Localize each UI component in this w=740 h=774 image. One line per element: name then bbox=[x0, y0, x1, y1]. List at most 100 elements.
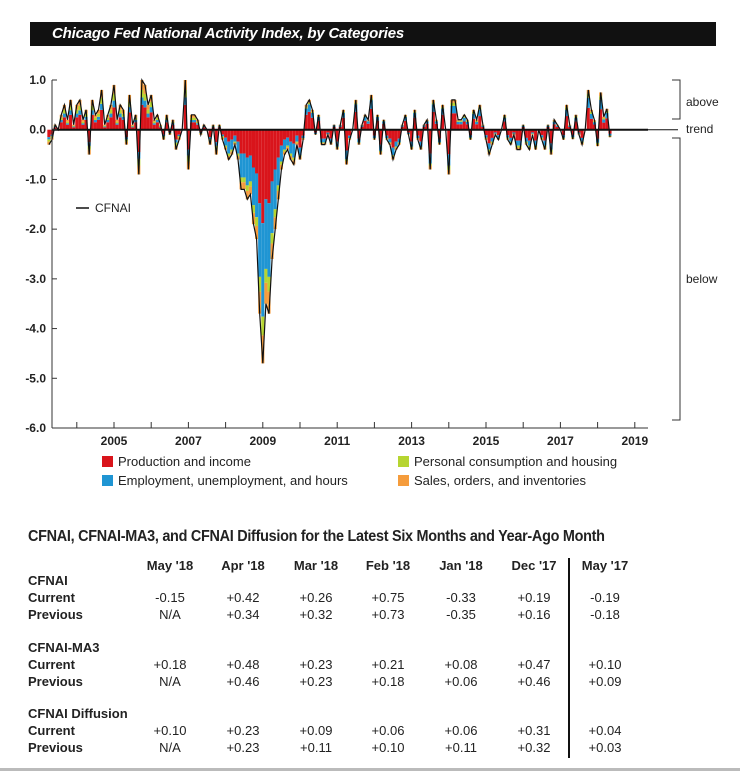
bar-segment bbox=[599, 99, 603, 110]
bar-segment bbox=[267, 276, 271, 292]
bar-segment bbox=[177, 134, 181, 137]
legend-label: Sales, orders, and inventories bbox=[414, 473, 586, 488]
bar-segment bbox=[146, 113, 150, 118]
x-tick-label: 2017 bbox=[547, 434, 574, 448]
bar-segment bbox=[93, 117, 97, 121]
bar-segment bbox=[239, 129, 243, 154]
bar-segment bbox=[369, 108, 373, 130]
table-cell: -0.18 bbox=[590, 607, 620, 622]
bar-segment bbox=[487, 143, 491, 150]
bar-segment bbox=[127, 107, 132, 113]
bar-segment bbox=[127, 112, 132, 130]
bar-segment bbox=[273, 209, 277, 218]
bar-segment bbox=[267, 203, 271, 277]
bar-segment bbox=[233, 141, 237, 143]
line-legend-label: CFNAI bbox=[95, 201, 131, 215]
bar-segment bbox=[589, 118, 593, 130]
bar-segment bbox=[586, 107, 590, 130]
column-divider bbox=[568, 558, 570, 758]
bar-segment bbox=[310, 117, 314, 130]
label-above: above bbox=[686, 95, 719, 109]
bar-segment bbox=[490, 141, 494, 144]
bar-segment bbox=[115, 119, 119, 122]
bar-segment bbox=[571, 129, 575, 135]
bar-segment bbox=[348, 135, 352, 139]
bar-segment bbox=[174, 139, 178, 143]
bar-segment bbox=[403, 117, 407, 121]
section-label: CFNAI-MA3 bbox=[28, 640, 100, 655]
table-cell: +0.06 bbox=[371, 723, 405, 738]
bar-segment bbox=[255, 225, 259, 240]
bar-segment bbox=[465, 124, 469, 130]
row-label: Previous bbox=[28, 740, 83, 755]
bar-segment bbox=[484, 129, 488, 136]
bar-segment bbox=[75, 113, 79, 118]
bar-segment bbox=[530, 132, 535, 134]
bar-segment bbox=[307, 111, 311, 130]
bar-segment bbox=[447, 129, 451, 155]
bar-segment bbox=[75, 117, 79, 130]
bar-segment bbox=[202, 127, 206, 130]
bar-segment bbox=[62, 113, 66, 118]
bar-segment bbox=[146, 104, 150, 110]
bar-segment bbox=[193, 120, 197, 123]
table-cell: +0.16 bbox=[517, 607, 551, 622]
bar-segment bbox=[462, 117, 466, 122]
bar-segment bbox=[552, 124, 556, 130]
bar-segment bbox=[103, 124, 107, 126]
bar-segment bbox=[540, 129, 544, 136]
bar-segment bbox=[109, 117, 113, 130]
bar-segment bbox=[382, 123, 386, 130]
bar-segment bbox=[586, 97, 590, 108]
y-tick-label: -2.0 bbox=[25, 222, 46, 236]
bar-segment bbox=[93, 122, 97, 130]
bar-segment bbox=[273, 169, 277, 210]
bar-segment bbox=[478, 116, 482, 130]
bar-segment bbox=[208, 137, 212, 140]
bar-segment bbox=[456, 121, 460, 125]
bar-segment bbox=[96, 109, 101, 114]
bar-segment bbox=[602, 119, 606, 123]
bar-segment bbox=[524, 129, 528, 138]
bar-segment bbox=[193, 122, 197, 130]
bar-segment bbox=[106, 117, 110, 121]
bar-segment bbox=[487, 129, 491, 144]
bar-segment bbox=[456, 120, 460, 122]
bar-segment bbox=[103, 125, 107, 127]
bar-segment bbox=[239, 153, 243, 178]
bar-segment bbox=[248, 129, 252, 156]
bar-segment bbox=[220, 134, 225, 137]
bar-segment bbox=[391, 155, 395, 157]
bar-segment bbox=[165, 120, 169, 123]
bar-segment bbox=[242, 177, 246, 183]
bar-segment bbox=[47, 129, 51, 138]
bar-segment bbox=[177, 136, 181, 138]
bar-segment bbox=[81, 123, 85, 125]
bar-segment bbox=[304, 108, 308, 115]
x-tick-label: 2019 bbox=[621, 434, 648, 448]
bar-segment bbox=[419, 141, 423, 147]
bar-segment bbox=[227, 141, 231, 154]
bracket-above bbox=[672, 79, 681, 120]
bar-segment bbox=[242, 129, 246, 154]
chart-title-bar: Chicago Fed National Activity Index, by … bbox=[30, 22, 716, 46]
row-label: Current bbox=[28, 723, 75, 738]
table-cell: +0.34 bbox=[226, 607, 260, 622]
bar-segment bbox=[509, 129, 513, 138]
bar-segment bbox=[304, 114, 308, 130]
legend-label: Production and income bbox=[118, 454, 251, 469]
bar-segment bbox=[72, 127, 76, 130]
bar-segment bbox=[258, 129, 262, 204]
table-cell: -0.33 bbox=[446, 590, 476, 605]
bar-segment bbox=[270, 243, 274, 259]
bar-segment bbox=[131, 125, 135, 127]
bar-segment bbox=[515, 145, 519, 148]
table-cell: +0.21 bbox=[371, 657, 405, 672]
bar-segment bbox=[186, 129, 190, 150]
bar-segment bbox=[341, 117, 345, 130]
bar-segment bbox=[555, 125, 559, 127]
bar-segment bbox=[118, 113, 122, 118]
bar-segment bbox=[447, 154, 451, 166]
bar-segment bbox=[295, 135, 299, 142]
bar-segment bbox=[286, 129, 290, 138]
